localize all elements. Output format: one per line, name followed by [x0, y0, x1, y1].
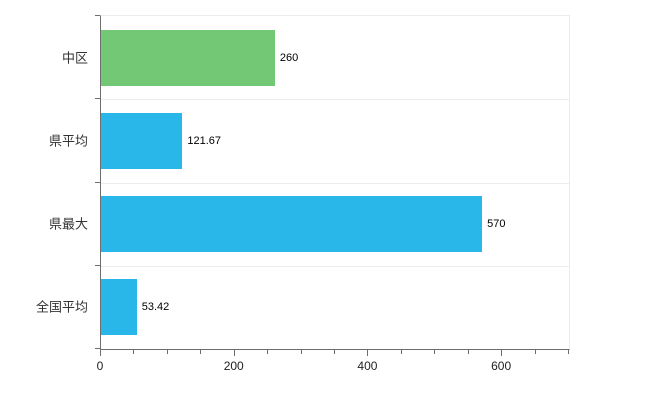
y-axis-category-labels: 中区県平均県最大全国平均: [0, 15, 92, 350]
y-axis-tick: [95, 181, 100, 183]
value-label: 570: [487, 218, 506, 231]
x-axis-tick: [100, 350, 101, 356]
x-axis-tick: [501, 350, 503, 356]
x-axis-tick-label: 400: [357, 359, 378, 373]
bar: [101, 196, 483, 253]
x-axis: 0 200 400 600: [96, 350, 570, 390]
plot-area: 260 121.67 570 53.42: [100, 15, 570, 350]
x-axis-tick: [568, 350, 569, 354]
x-axis-tick: [367, 350, 369, 356]
x-axis-tick: [233, 350, 235, 356]
category-label: 中区: [61, 50, 88, 66]
x-axis-tick: [200, 350, 202, 354]
y-axis-tick: [95, 15, 100, 16]
x-axis-tick: [534, 350, 536, 354]
gridline: [101, 182, 569, 184]
category-label: 県平均: [48, 133, 88, 149]
y-axis-tick: [95, 348, 100, 349]
value-label: 260: [279, 51, 299, 64]
x-axis-tick: [267, 350, 269, 354]
x-axis-tick-label: 600: [491, 359, 512, 373]
value-label: 121.67: [187, 134, 221, 147]
y-axis-tick: [95, 264, 100, 266]
value-label: 53.42: [141, 301, 170, 314]
x-axis-tick: [434, 350, 436, 354]
y-axis-tick: [95, 98, 100, 100]
category-label: 全国平均: [35, 299, 88, 315]
bar: [101, 29, 275, 86]
bar: [101, 279, 137, 336]
x-axis-tick: [334, 350, 335, 354]
gridline: [101, 265, 569, 267]
x-axis-tick: [133, 350, 135, 354]
bar: [101, 112, 183, 169]
x-axis-tick-label: 200: [223, 359, 244, 373]
x-axis-tick: [400, 350, 402, 354]
gridline: [101, 99, 569, 101]
x-axis-tick: [467, 350, 469, 354]
x-axis-tick-label: 0: [96, 359, 104, 373]
x-axis-tick: [166, 350, 168, 354]
x-axis-tick: [300, 350, 302, 354]
category-label: 県最大: [48, 216, 88, 232]
